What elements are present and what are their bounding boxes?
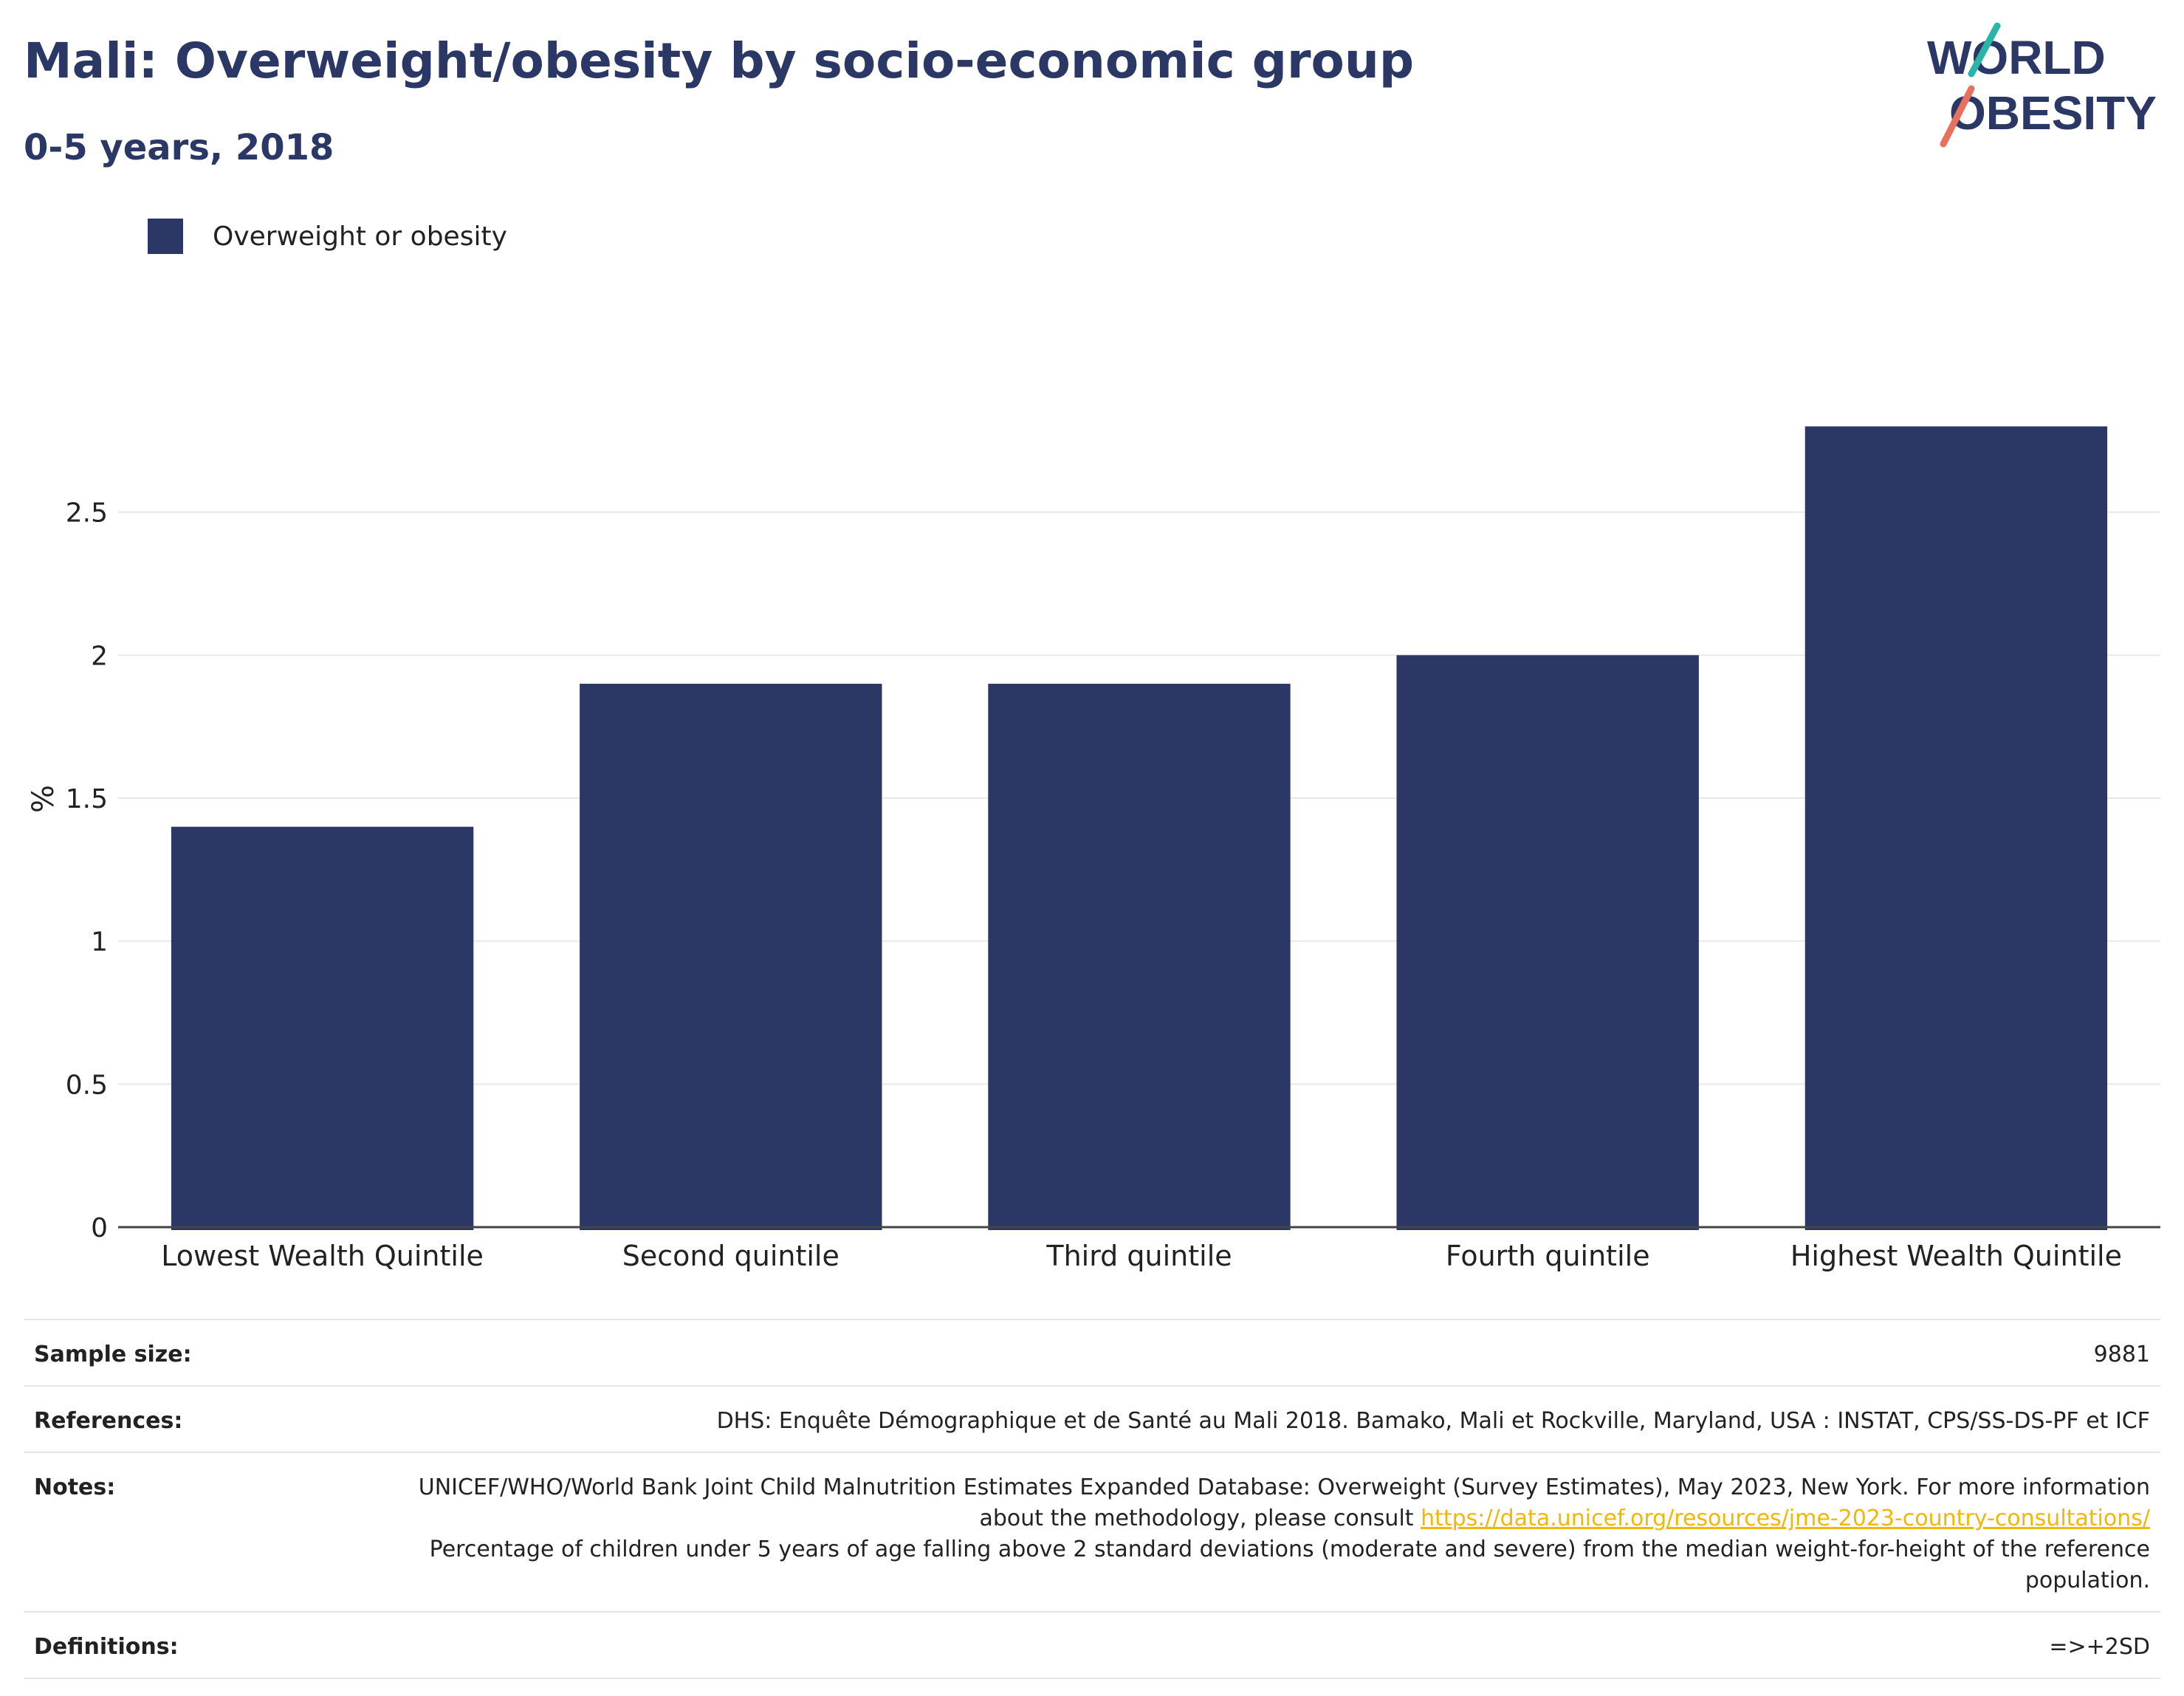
sample-size-value: 9881: [2093, 1342, 2150, 1367]
x-tick-label: Second quintile: [622, 1240, 839, 1272]
bar: [1804, 426, 2108, 1230]
logo-word-2: OBESITY: [1949, 86, 2157, 140]
bar: [1396, 655, 1699, 1230]
y-tick-label: 1: [91, 927, 108, 958]
bar-chart: 0 0.5 1 1.5 2 2.5% Lowest Wealth Quintile Secon…: [27, 426, 2160, 1272]
world-obesity-logo: WORLD OBESITY: [1927, 22, 2157, 148]
notes-text-2: Percentage of children under 5 years of …: [429, 1537, 2150, 1593]
x-tick-label: Third quintile: [1045, 1240, 1232, 1272]
metadata-table: Sample size: 9881 References: DHS: Enquê…: [24, 1319, 2160, 1679]
y-tick-label: 0.5: [66, 1070, 108, 1100]
y-tick-label: 0: [91, 1213, 108, 1243]
chart-subtitle: 0-5 years, 2018: [24, 127, 334, 168]
chart-legend[interactable]: Overweight or obesity: [148, 219, 507, 254]
chart-title: Mali: Overweight/obesity by socio-econom…: [24, 32, 1415, 89]
notes-label: Notes:: [34, 1474, 116, 1500]
notes-value: UNICEF/WHO/World Bank Joint Child Malnut…: [378, 1472, 2150, 1596]
bar: [988, 684, 1291, 1230]
legend-label: Overweight or obesity: [213, 221, 507, 252]
references-label: References:: [34, 1408, 183, 1434]
references-value: DHS: Enquête Démographique et de Santé a…: [716, 1408, 2150, 1434]
notes-text-1: UNICEF/WHO/World Bank Joint Child Malnut…: [418, 1474, 2150, 1531]
y-axis-label: %: [27, 785, 61, 813]
bar: [171, 826, 474, 1230]
meta-row-notes: Notes: UNICEF/WHO/World Bank Joint Child…: [24, 1452, 2160, 1611]
x-tick-label: Highest Wealth Quintile: [1790, 1240, 2122, 1272]
x-tick-label: Lowest Wealth Quintile: [161, 1240, 484, 1272]
definitions-label: Definitions:: [34, 1634, 179, 1660]
bar: [580, 684, 882, 1230]
meta-row-sample-size: Sample size: 9881: [24, 1319, 2160, 1385]
logo-slash-bottom: [1940, 85, 1975, 148]
meta-row-definitions: Definitions: =>+2SD: [24, 1611, 2160, 1679]
y-tick-label: 2: [91, 641, 108, 671]
methodology-link[interactable]: https://data.unicef.org/resources/jme-20…: [1421, 1506, 2150, 1531]
y-tick-label: 2.5: [66, 498, 108, 529]
sample-size-label: Sample size:: [34, 1342, 192, 1367]
x-tick-label: Fourth quintile: [1446, 1240, 1650, 1272]
definitions-value: =>+2SD: [2049, 1634, 2150, 1660]
logo-word-1: WORLD: [1927, 31, 2106, 84]
meta-row-references: References: DHS: Enquête Démographique e…: [24, 1385, 2160, 1452]
y-tick-label: 1.5: [66, 784, 108, 814]
legend-swatch: [148, 219, 183, 254]
logo-slash-top: [1968, 22, 2001, 78]
